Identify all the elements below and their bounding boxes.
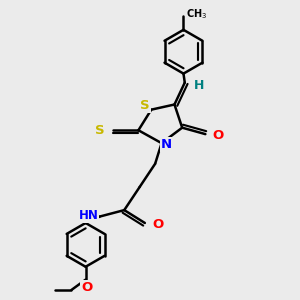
Text: H: H bbox=[194, 79, 204, 92]
Text: S: S bbox=[140, 99, 150, 112]
Text: O: O bbox=[81, 281, 92, 294]
Text: O: O bbox=[213, 129, 224, 142]
Text: CH$_3$: CH$_3$ bbox=[186, 8, 207, 21]
Text: S: S bbox=[95, 124, 105, 137]
Text: HN: HN bbox=[79, 209, 98, 222]
Text: N: N bbox=[161, 138, 172, 151]
Text: O: O bbox=[153, 218, 164, 231]
